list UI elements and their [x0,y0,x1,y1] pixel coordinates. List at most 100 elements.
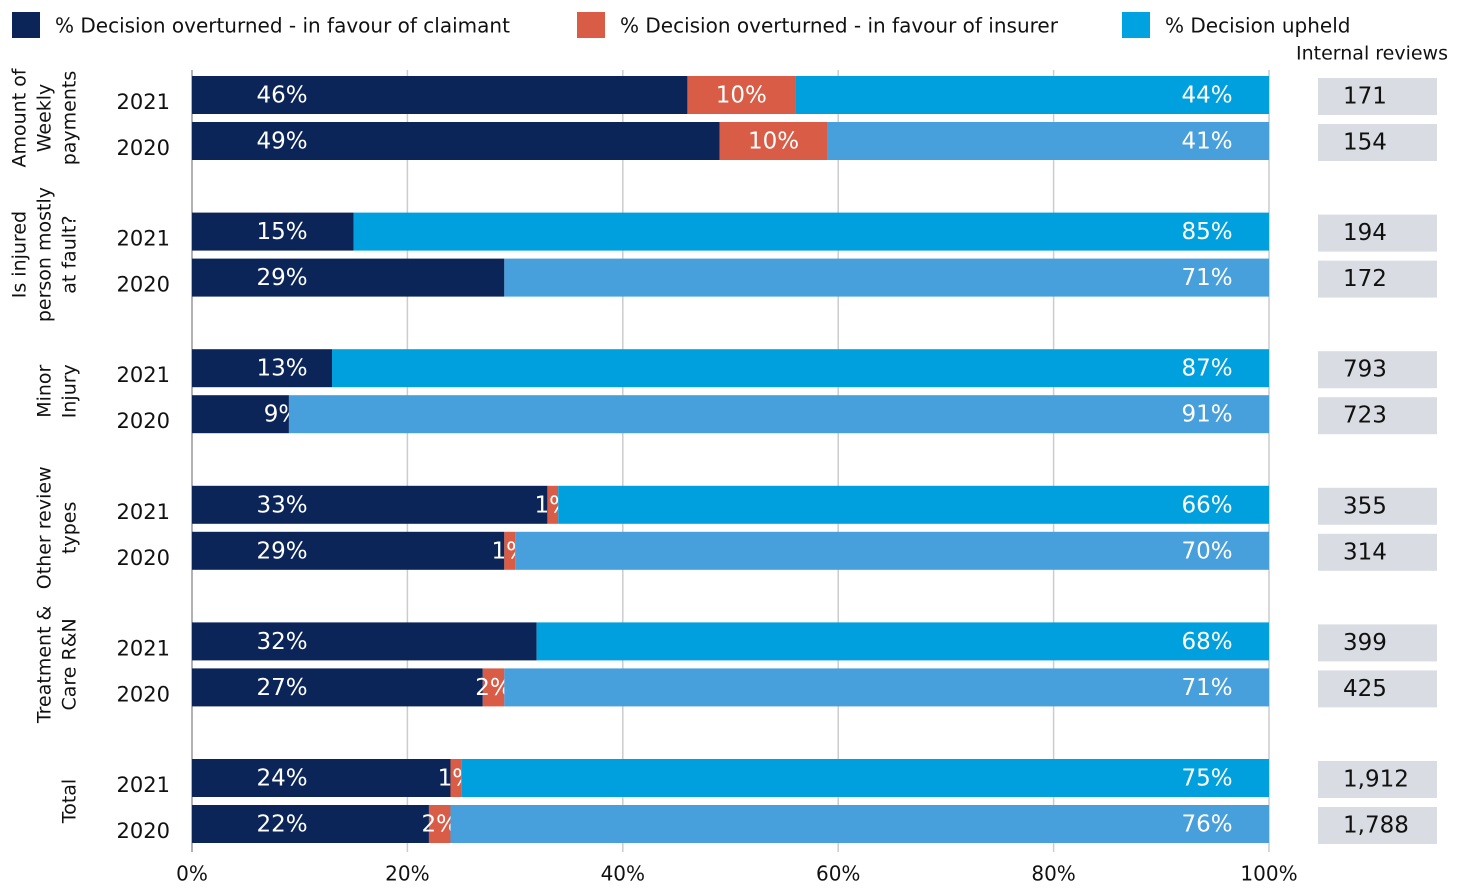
value-label: 29% [256,538,307,564]
group-label: Weekly [34,84,56,153]
value-label: 10% [716,83,767,109]
bar-segment [192,485,548,524]
value-label: 87% [1181,356,1232,382]
group-label: types [59,502,81,554]
value-label: 15% [256,219,307,245]
legend-label: % Decision overturned - in favour of ins… [620,14,1059,38]
legend-label: % Decision overturned - in favour of cla… [55,14,510,38]
y-tick-label: 2021 [117,500,170,524]
bar-segment [192,531,505,570]
bar-segment [687,76,796,114]
value-label: 76% [1181,812,1232,838]
bar-segment [192,622,537,661]
reviews-box [1318,124,1437,161]
group-label: payments [59,71,81,166]
bar-segment [192,805,429,843]
bar-segment [504,531,516,570]
bar-segment [515,531,1269,570]
group-label: Injury [59,364,81,418]
reviews-value: 172 [1343,266,1387,292]
reviews-box [1318,351,1437,389]
bar-segment [536,622,1269,661]
bar-segment [795,76,1269,114]
y-tick-label: 2020 [117,546,170,570]
legend-label: % Decision upheld [1165,14,1350,38]
reviews-title: Internal reviews [1296,43,1448,65]
value-label: 44% [1181,83,1232,109]
reviews-value: 314 [1343,539,1387,565]
bar-segment [192,349,333,388]
value-label: 75% [1181,766,1232,792]
bar-segment [192,759,451,797]
y-tick-label: 2021 [117,773,170,797]
bar-segment [450,805,1270,843]
reviews-value: 194 [1343,220,1387,246]
legend-swatch [1122,12,1150,38]
reviews-box [1318,624,1437,662]
y-tick-label: 2021 [117,90,170,114]
x-tick-label: 60% [816,862,860,886]
group-label: person mostly [34,187,56,322]
bar-segment [353,212,1269,251]
y-tick-label: 2020 [117,819,170,843]
value-label: 91% [1181,402,1232,428]
reviews-value: 1,912 [1343,767,1409,793]
reviews-box [1318,487,1437,525]
value-label: 24% [256,766,307,792]
reviews-box [1318,78,1437,115]
value-label: 22% [256,812,307,838]
reviews-value: 399 [1343,630,1387,656]
y-tick-label: 2021 [117,363,170,387]
value-label: 49% [256,129,307,155]
value-label: 68% [1181,629,1232,655]
bar-segment [192,668,483,707]
reviews-value: 425 [1343,676,1387,702]
y-tick-label: 2021 [117,636,170,660]
bar-segment [332,349,1269,388]
group-label: Is injured [9,211,31,298]
value-label: 29% [256,265,307,291]
bar-segment [482,668,505,707]
value-label: 10% [748,129,799,155]
value-label: 41% [1181,129,1232,155]
bar-segment [461,759,1269,797]
reviews-value: 1,788 [1343,813,1409,839]
reviews-box [1318,761,1437,798]
y-tick-label: 2020 [117,273,170,297]
bar-segment [450,759,462,797]
reviews-value: 154 [1343,130,1387,156]
reviews-box [1318,214,1437,252]
y-tick-label: 2020 [117,136,170,160]
reviews-value: 793 [1343,357,1387,383]
y-tick-label: 2020 [117,682,170,706]
group-label: Care R&N [59,618,81,710]
reviews-box [1318,397,1437,435]
x-tick-label: 100% [1240,862,1297,886]
reviews-box [1318,807,1437,844]
value-label: 46% [256,83,307,109]
reviews-box [1318,533,1437,571]
value-label: 71% [1181,675,1232,701]
value-label: 70% [1181,538,1232,564]
bar-segment [428,805,451,843]
bar-segment [192,76,688,114]
bar-segment [719,122,828,160]
bar-segment [192,212,354,251]
bar-segment [558,485,1269,524]
x-tick-label: 40% [601,862,645,886]
y-tick-label: 2020 [117,409,170,433]
x-tick-label: 0% [176,862,208,886]
reviews-value: 723 [1343,403,1387,429]
group-label: Other review [34,466,56,589]
bar-segment [547,485,559,524]
x-tick-label: 20% [385,862,429,886]
value-label: 32% [256,629,307,655]
x-tick-label: 80% [1031,862,1075,886]
value-label: 71% [1181,265,1232,291]
bar-segment [192,122,720,160]
bar-segment [192,258,505,297]
group-label: at fault? [59,215,81,293]
value-label: 66% [1181,492,1232,518]
reviews-box [1318,260,1437,298]
